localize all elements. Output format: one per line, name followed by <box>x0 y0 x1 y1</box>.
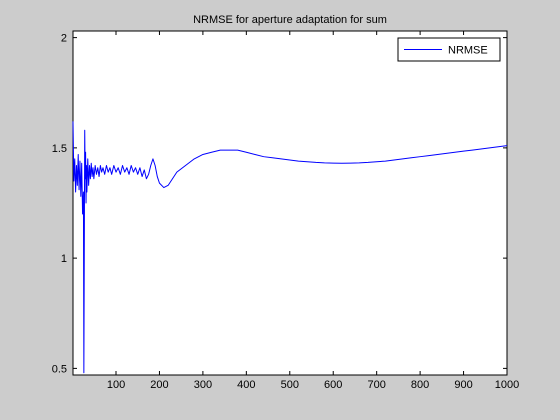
x-tick-label: 500 <box>281 379 299 391</box>
y-tick-label: 2 <box>61 33 67 45</box>
legend: NRMSE <box>398 38 500 61</box>
y-tick-label: 1 <box>61 253 67 265</box>
x-tick-label: 700 <box>367 379 385 391</box>
x-tick-label: 400 <box>237 379 255 391</box>
x-tick-label: 300 <box>194 379 212 391</box>
legend-label-nrmse: NRMSE <box>448 45 488 57</box>
chart-title: NRMSE for aperture adaptation for sum <box>193 14 387 26</box>
x-tick-label: 1000 <box>495 379 519 391</box>
plot-area <box>73 31 507 375</box>
x-tick-label: 200 <box>150 379 168 391</box>
y-tick-label: 1.5 <box>52 143 67 155</box>
x-tick-label: 800 <box>411 379 429 391</box>
x-tick-label: 100 <box>107 379 125 391</box>
x-tick-label: 600 <box>324 379 342 391</box>
x-tick-label: 900 <box>454 379 472 391</box>
y-tick-label: 0.5 <box>52 363 67 375</box>
